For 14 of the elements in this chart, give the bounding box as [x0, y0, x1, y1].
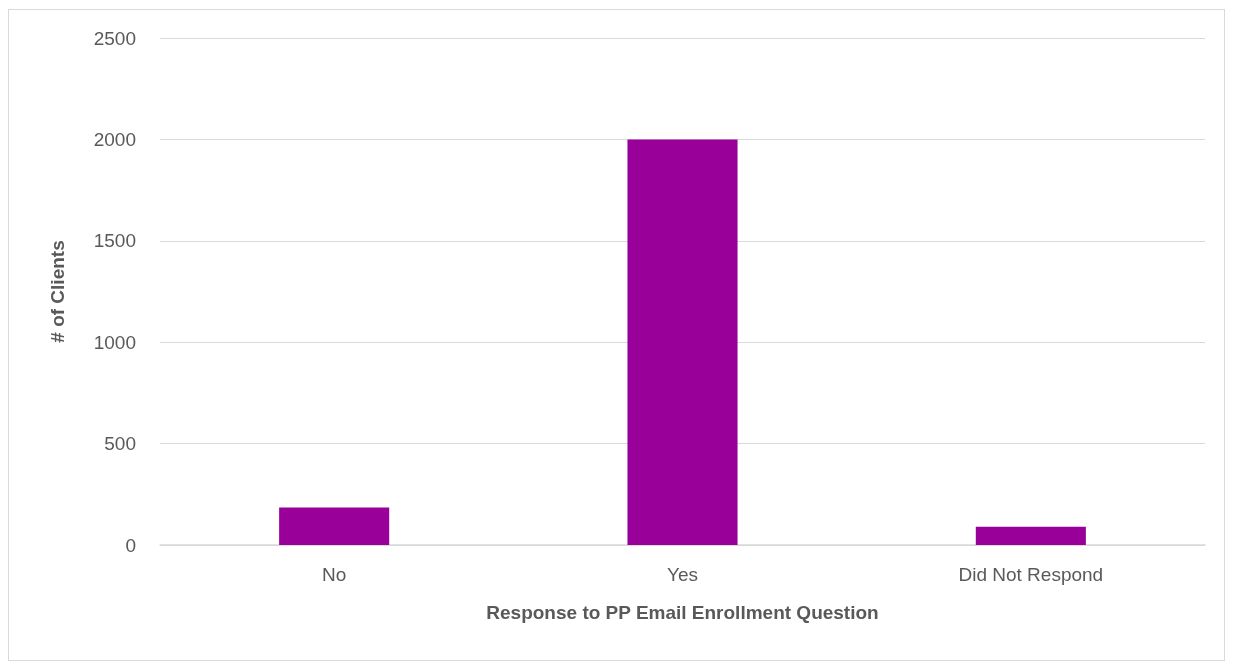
bar [627, 139, 738, 545]
bar [975, 526, 1086, 545]
y-tick-label: 500 [104, 433, 136, 455]
x-tick-label: Yes [667, 564, 698, 585]
x-axis-title: Response to PP Email Enrollment Question [486, 602, 879, 623]
x-tick-label: No [322, 564, 347, 585]
y-tick-label: 1000 [93, 331, 136, 353]
x-tick-label: Did Not Respond [958, 564, 1104, 585]
y-tick-label: 2500 [93, 27, 136, 49]
bar [279, 507, 390, 545]
y-tick-label: 2000 [93, 128, 136, 150]
y-axis-title: # of Clients [47, 240, 68, 343]
y-tick-label: 0 [125, 534, 136, 556]
y-tick-label: 1500 [93, 230, 136, 252]
